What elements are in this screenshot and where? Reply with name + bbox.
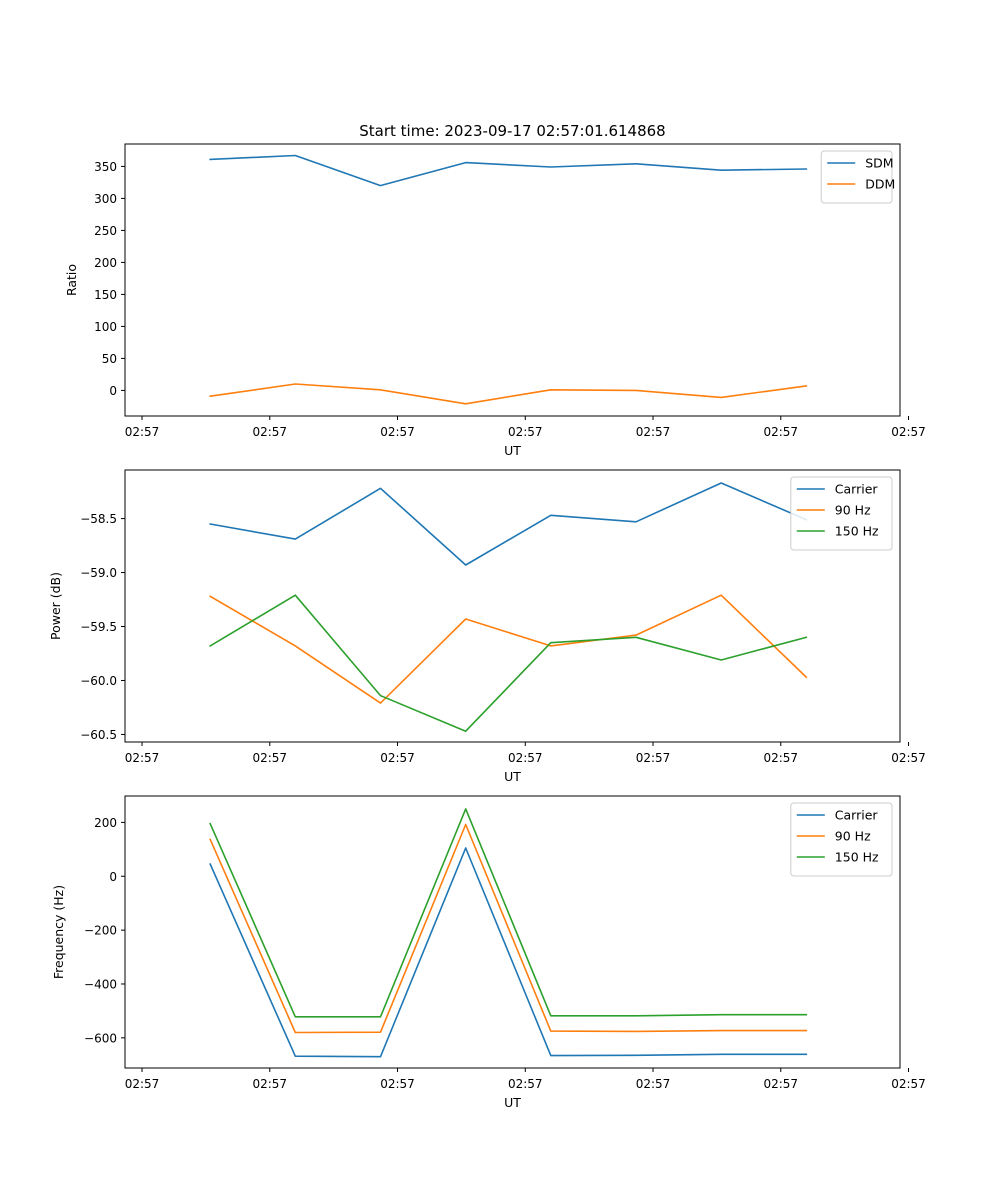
x-tick-label: 02:57 [891,1077,926,1091]
y-tick-label: 300 [94,192,117,206]
x-tick-label: 02:57 [763,751,798,765]
legend-label: SDM [865,156,893,171]
y-tick-label: 250 [94,224,117,238]
x-tick-label: 02:57 [252,425,287,439]
y-tick-label: 150 [94,288,117,302]
x-tick-label: 02:57 [636,425,671,439]
y-axis-label: Ratio [64,264,79,296]
x-tick-label: 02:57 [636,751,671,765]
x-tick-label: 02:57 [508,1077,543,1091]
x-tick-label: 02:57 [891,425,926,439]
series-line-90-hz [209,594,808,704]
legend: Carrier 90 Hz 150 Hz [790,476,893,551]
legend-label: 90 Hz [835,829,871,844]
chart-panel-2: 02:57 02:57 02:57 02:57 02:57 02:57 02:57 −58.5… [48,469,926,784]
y-axis-label: Power (dB) [48,572,63,640]
x-tick-label: 02:57 [508,425,543,439]
x-tick-label: 02:57 [891,751,926,765]
legend: Carrier 90 Hz 150 Hz [790,802,893,877]
legend-label: 150 Hz [835,524,879,539]
y-tick-label: −58.5 [80,512,117,526]
x-tick-label: 02:57 [763,1077,798,1091]
y-tick-label: 0 [109,384,117,398]
x-tick-label: 02:57 [380,425,415,439]
legend-box [820,150,893,204]
legend: SDM DDM [820,150,895,204]
y-tick-label: −400 [84,977,117,991]
legend-label: DDM [865,177,895,192]
legend-label: 90 Hz [835,503,871,518]
y-axis-label: Frequency (Hz) [51,885,66,979]
y-tick-label: 350 [94,160,117,174]
y-tick-label: −600 [84,1031,117,1045]
legend-label: 150 Hz [835,850,879,865]
x-axis-label: UT [504,1095,521,1110]
x-axis-label: UT [504,443,521,458]
x-axis-label: UT [504,769,521,784]
y-tick-label: 50 [102,352,117,366]
x-tick-label: 02:57 [380,751,415,765]
plot-frame [124,469,901,743]
legend-label: Carrier [835,808,879,823]
series-line-ddm [209,383,808,405]
chart-panel-1: 02:57 02:57 02:57 02:57 02:57 02:57 02:57 0 50 10… [64,122,926,458]
x-tick-label: 02:57 [125,751,160,765]
x-tick-label: 02:57 [763,425,798,439]
y-tick-label: −60.5 [80,728,117,742]
plot-frame [124,143,901,417]
x-tick-label: 02:57 [636,1077,671,1091]
series-line-carrier [209,482,808,566]
y-tick-label: 100 [94,320,117,334]
x-tick-label: 02:57 [380,1077,415,1091]
y-tick-label: −59.0 [80,566,117,580]
chart-title: Start time: 2023-09-17 02:57:01.614868 [359,122,665,140]
series-line-carrier [209,847,808,1058]
y-tick-label: −59.5 [80,620,117,634]
y-tick-label: 200 [94,256,117,270]
y-tick-label: −200 [84,924,117,938]
series-line-sdm [209,154,808,187]
chart-panel-3: 02:57 02:57 02:57 02:57 02:57 02:57 02:57 200 0 −… [51,795,926,1110]
x-tick-label: 02:57 [125,1077,160,1091]
x-tick-label: 02:57 [508,751,543,765]
series-line-150-hz [209,808,808,1018]
x-tick-label: 02:57 [125,425,160,439]
series-line-90-hz [209,823,808,1034]
plot-frame [124,795,901,1069]
y-tick-label: 0 [109,870,117,884]
y-tick-label: −60.0 [80,674,117,688]
legend-label: Carrier [835,482,879,497]
y-tick-label: 200 [94,816,117,830]
x-tick-label: 02:57 [252,751,287,765]
series-line-150-hz [209,594,808,733]
x-tick-label: 02:57 [252,1077,287,1091]
